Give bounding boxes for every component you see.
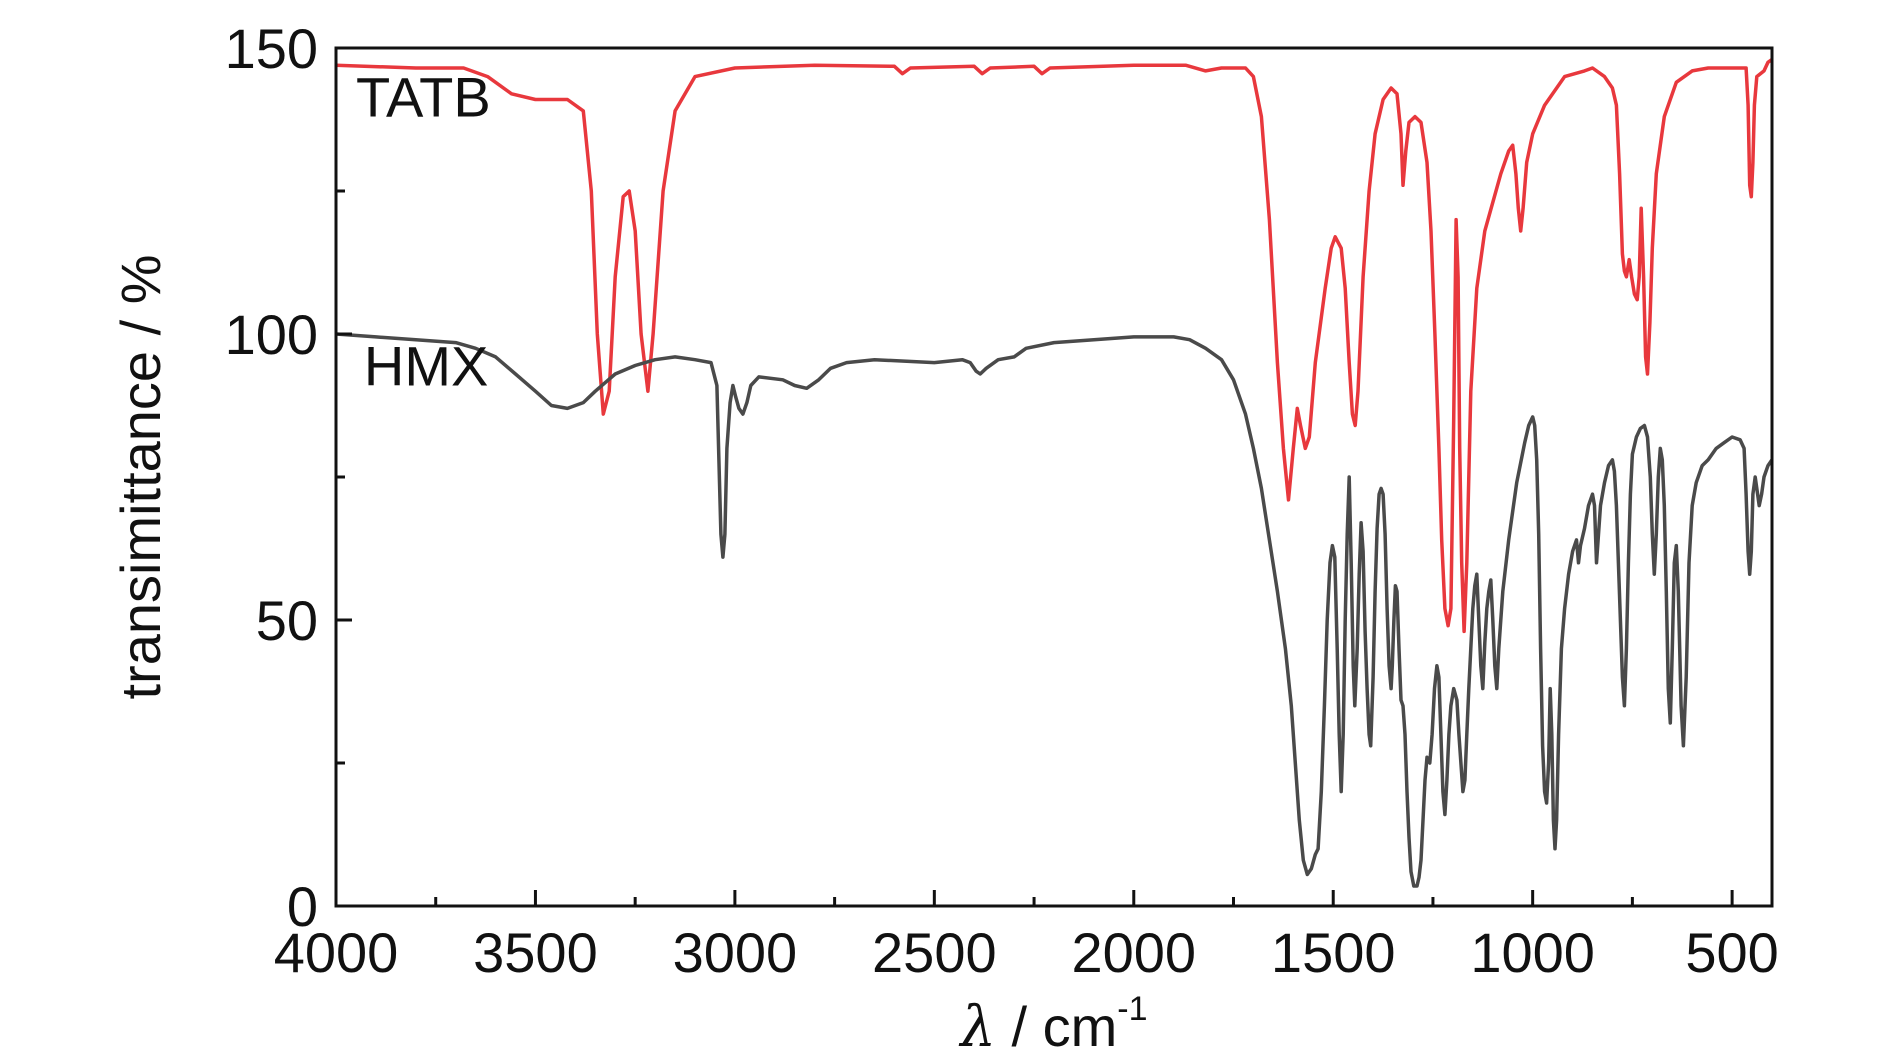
y-tick-label: 0 <box>287 875 318 938</box>
series-line-hmx <box>336 332 1772 888</box>
series-layer <box>336 57 1772 888</box>
x-axis: 4000 3500 3000 2500 2000 1500 1000 500 <box>274 890 1779 984</box>
series-annotations: TATB HMX <box>356 66 491 398</box>
series-line-tatb <box>336 57 1772 634</box>
x-tick-label: 2000 <box>1071 921 1196 984</box>
x-tick-label: 3000 <box>673 921 798 984</box>
x-tick-label: 500 <box>1685 921 1778 984</box>
x-tick-label: 4000 <box>274 921 399 984</box>
x-tick-label: 2500 <box>872 921 997 984</box>
series-label-tatb: TATB <box>356 66 491 129</box>
x-tick-label: 3500 <box>473 921 598 984</box>
y-tick-label: 150 <box>225 17 318 80</box>
series-label-hmx: HMX <box>364 334 488 397</box>
x-axis-title: λ / cm-1 <box>958 990 1147 1060</box>
y-axis-title: transimittance / % <box>109 254 172 699</box>
y-tick-label: 100 <box>225 303 318 366</box>
y-tick-label: 50 <box>256 589 318 652</box>
x-tick-label: 1000 <box>1470 921 1595 984</box>
y-axis: 0 50 100 150 <box>225 17 352 938</box>
x-tick-label: 1500 <box>1271 921 1396 984</box>
